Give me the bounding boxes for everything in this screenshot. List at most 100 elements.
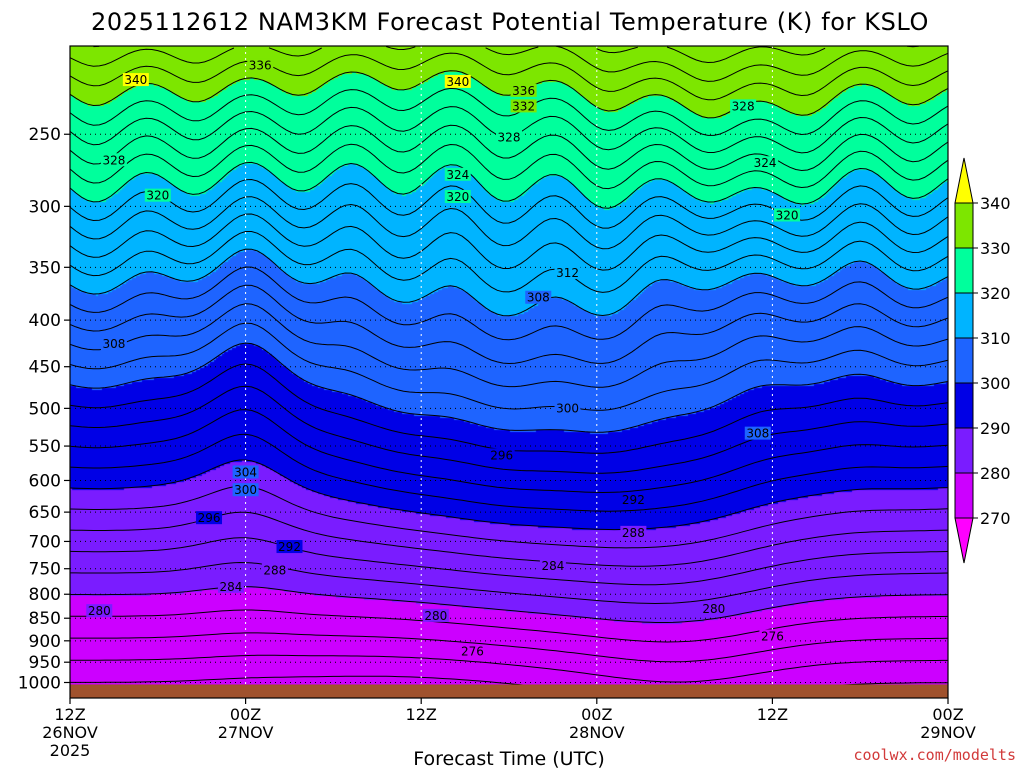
x-tick-label: 29NOV [920, 723, 976, 742]
colorbar-tick-label: 270 [980, 509, 1011, 528]
y-tick-label: 1000 [18, 673, 61, 693]
contour-label: 280 [702, 602, 725, 616]
colorbar-top-arrow [954, 157, 974, 204]
contour-label: 332 [512, 99, 535, 113]
isentrope-line [70, 231, 948, 293]
isentrope-line [70, 196, 948, 250]
y-tick-label: 900 [29, 632, 61, 652]
y-tick-label: 750 [29, 560, 61, 580]
contour-label: 304 [234, 465, 257, 479]
contour-label-bg [510, 83, 537, 97]
colorbar-tick-label: 280 [980, 464, 1011, 483]
contour-label: 308 [746, 427, 769, 441]
contour-label: 296 [490, 448, 513, 462]
contour-label-bg [232, 465, 259, 479]
contour-label: 308 [102, 337, 125, 351]
contour-label-bg [759, 629, 786, 643]
contour-label: 324 [754, 156, 777, 170]
contour-label: 284 [541, 559, 564, 573]
contour-label-bg [774, 208, 801, 222]
isentrope-line [70, 303, 948, 388]
isentrope-line [70, 385, 948, 474]
y-tick-label: 550 [29, 437, 61, 457]
contour-label-bg [700, 601, 727, 615]
colorbar-segment [954, 337, 974, 384]
x-tick-label: 2025 [50, 741, 91, 760]
y-axis: 250 300 350 400 450 500 550 600 650 700 750 800 850 9… [18, 125, 70, 693]
isentrope-line [70, 213, 948, 271]
isentrope-line [70, 266, 948, 341]
contour-label: 292 [278, 540, 301, 554]
contour-label: 328 [732, 99, 755, 113]
isentrope-line [70, 143, 948, 190]
contour-label: 292 [622, 493, 645, 507]
x-tick-label: 12Z [757, 705, 788, 724]
contour-label-bg [539, 559, 566, 573]
contour-label: 336 [512, 84, 535, 98]
filled-bands [70, 46, 948, 698]
contour-label-bg [232, 483, 259, 497]
y-tick-label: 850 [29, 609, 61, 629]
contour-label-bg [496, 130, 522, 144]
colorbar-tick-label: 320 [980, 284, 1011, 303]
isentrope-line [70, 342, 948, 433]
colorbar-segment [954, 382, 974, 429]
isentrope-line [70, 52, 948, 101]
contour-label: 320 [446, 190, 469, 204]
chart-title: 2025112612 NAM3KM Forecast Potential Tem… [91, 8, 929, 36]
isentrope-line [70, 248, 948, 317]
colorbar-segment [954, 202, 974, 249]
contour-label: 284 [220, 580, 243, 594]
contour-label: 276 [761, 629, 784, 643]
contour-label-bg [86, 604, 113, 618]
contour-label-bg [488, 448, 515, 462]
y-tick-label: 700 [29, 532, 61, 552]
contour-label-bg [554, 265, 581, 279]
contour-label-bg [444, 167, 471, 181]
y-tick-label: 250 [29, 125, 61, 145]
contour-label: 328 [498, 130, 521, 144]
contour-label-bg [554, 401, 581, 415]
contour-label: 340 [124, 73, 147, 87]
contour-label-bg [422, 608, 449, 622]
x-tick-label: 00Z [932, 705, 963, 724]
y-tick-label: 600 [29, 471, 61, 491]
contour-label: 288 [622, 526, 645, 540]
contour-label: 288 [263, 563, 286, 577]
x-tick-label: 12Z [406, 705, 437, 724]
colorbar-tick-label: 310 [980, 329, 1011, 348]
isentrope-line [70, 124, 948, 172]
isentrope-line [70, 46, 948, 82]
contour-label: 340 [446, 75, 469, 89]
contour-label-bg [730, 99, 757, 113]
ground-surface [70, 684, 948, 698]
colorbar-segment [954, 472, 974, 519]
x-tick-label: 26NOV [42, 723, 98, 742]
contour-label-bg [122, 73, 149, 87]
isentrope-line [70, 485, 948, 549]
credit-text: coolwx.com/modelts [853, 746, 1016, 764]
contour-label-bg [510, 99, 537, 113]
contour-label-bg [620, 492, 647, 506]
plot-frame [69, 45, 949, 699]
contour-label: 320 [146, 189, 169, 203]
isentrope-line [70, 433, 948, 512]
isentrope-line [70, 609, 948, 643]
contour-label: 300 [234, 483, 257, 497]
contour-label-bg [276, 540, 303, 554]
contour-label-bg [620, 525, 647, 539]
isentrope-line [70, 409, 948, 494]
x-axis-label: Forecast Time (UTC) [413, 748, 604, 768]
contour-label-bg [196, 511, 223, 525]
colorbar-bottom-arrow [954, 517, 974, 564]
isentrope-line [70, 561, 948, 605]
contour-label: 320 [776, 208, 799, 222]
x-tick-label: 12Z [54, 705, 85, 724]
isentrope-line [70, 284, 948, 365]
contour-label-bg [444, 74, 471, 88]
contour-label: 296 [198, 511, 221, 525]
x-tick-label: 00Z [230, 705, 261, 724]
